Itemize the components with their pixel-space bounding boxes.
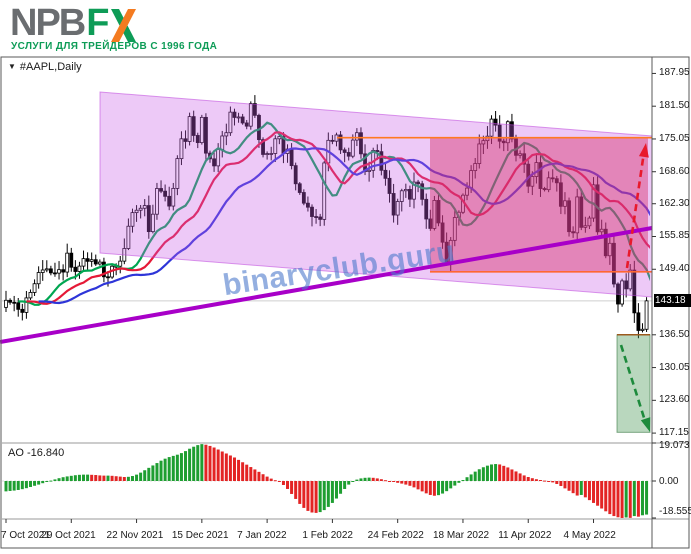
logo-x-icon: X bbox=[108, 9, 138, 42]
collapse-indicator-icon[interactable]: ▼ bbox=[8, 62, 16, 71]
time-axis-label: 7 Oct 2021 bbox=[1, 530, 50, 541]
price-axis-label: 162.30 bbox=[659, 197, 690, 209]
price-axis-label: 175.05 bbox=[659, 132, 690, 144]
price-axis-label: 181.50 bbox=[659, 100, 690, 112]
price-axis-label: 187.95 bbox=[659, 67, 690, 79]
brand-tagline: УСЛУГИ ДЛЯ ТРЕЙДЕРОВ С 1996 ГОДА bbox=[11, 41, 218, 52]
time-axis-label: 11 Apr 2022 bbox=[498, 530, 552, 541]
time-axis-label: 4 May 2022 bbox=[563, 530, 616, 541]
ao-axis-label: 19.073 bbox=[659, 440, 690, 451]
bearish-scenario-arrow[interactable] bbox=[619, 344, 651, 432]
time-axis-label: 29 Oct 2021 bbox=[41, 530, 96, 541]
bullish-scenario-arrow[interactable] bbox=[625, 143, 649, 269]
price-axis-label: 130.05 bbox=[659, 361, 690, 373]
pink-reversal-zone[interactable] bbox=[430, 137, 648, 272]
ascending-trend-line[interactable] bbox=[0, 226, 653, 344]
time-axis-label: 7 Jan 2022 bbox=[237, 530, 287, 541]
logo-npb-text: NPB bbox=[10, 2, 86, 44]
ao-axis-label: -18.555 bbox=[659, 506, 691, 517]
price-axis-label: 117.15 bbox=[659, 427, 689, 439]
price-axis-label: 168.60 bbox=[659, 165, 690, 177]
price-axis-label: 123.60 bbox=[659, 394, 690, 406]
ao-indicator-label: AO -16.840 bbox=[8, 447, 65, 459]
price-axis-label: 136.50 bbox=[659, 328, 690, 340]
candlestick-series bbox=[4, 95, 649, 339]
logo-f-text: F bbox=[86, 2, 109, 44]
time-axis-label: 1 Feb 2022 bbox=[302, 530, 353, 541]
logo-x-text: X bbox=[138, 9, 139, 10]
time-axis-label: 24 Feb 2022 bbox=[367, 530, 424, 541]
time-axis-label: 18 Mar 2022 bbox=[432, 530, 490, 541]
ao-histogram bbox=[4, 444, 649, 518]
alligator-jaw-line bbox=[38, 147, 650, 305]
time-axis-label: 22 Nov 2021 bbox=[106, 530, 164, 541]
ao-axis-label: 0.00 bbox=[659, 476, 679, 487]
ao-indicator-value: -16.840 bbox=[26, 447, 65, 459]
price-axis-label: 155.85 bbox=[659, 230, 690, 242]
price-axis-label: 149.40 bbox=[659, 263, 690, 275]
current-price-badge: 143.18 bbox=[654, 294, 691, 307]
time-axis-label: 15 Dec 2021 bbox=[171, 530, 229, 541]
symbol-timeframe-label[interactable]: ▼ #AAPL,Daily bbox=[8, 61, 82, 73]
